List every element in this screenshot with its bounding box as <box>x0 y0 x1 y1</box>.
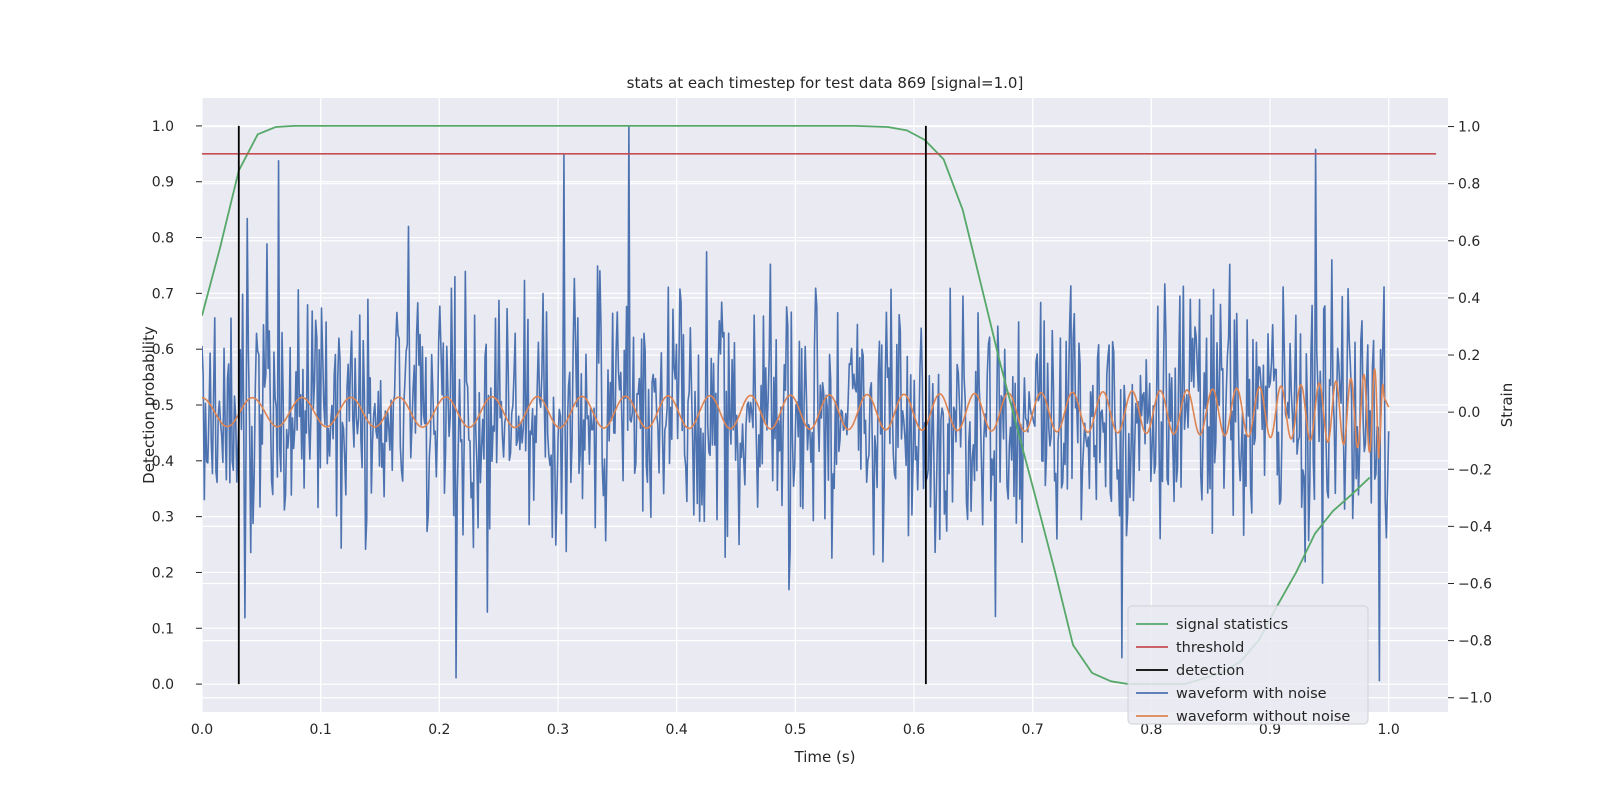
y-tick-label-left: 0.4 <box>152 454 174 470</box>
x-tick-label: 0.7 <box>1022 722 1044 738</box>
series-waveform-without-noise <box>202 368 1390 459</box>
y-tick-label-left: 0.6 <box>152 342 174 358</box>
x-tick-label: 0.1 <box>310 722 332 738</box>
y-tick-label-left: 0.0 <box>152 677 174 693</box>
x-tick-label: 0.0 <box>191 722 213 738</box>
x-tick-label: 1.0 <box>1378 722 1400 738</box>
x-tick-label: 0.8 <box>1140 722 1162 738</box>
y-tick-label-left: 0.5 <box>152 398 174 414</box>
y-tick-label-right: −1.0 <box>1458 691 1492 707</box>
y-tick-label-left: 0.3 <box>152 510 174 526</box>
y-axis-label-left: Detection probability <box>140 326 158 484</box>
y-tick-label-right: −0.4 <box>1458 519 1492 535</box>
legend-box <box>1127 605 1369 725</box>
y-tick-label-left: 1.0 <box>152 119 174 135</box>
x-tick-label: 0.5 <box>784 722 806 738</box>
chart-title: stats at each timestep for test data 869… <box>627 74 1024 92</box>
y-tick-label-right: 0.4 <box>1458 291 1480 307</box>
ticks: 0.0 0.1 0.2 0.3 0.4 0.5 0.6 0.7 0.8 0.9 1.0 0.0 0.1 0… <box>152 119 1492 738</box>
legend: signal statistics threshold detection wavef… <box>1127 605 1369 725</box>
legend-label: waveform with noise <box>1176 686 1327 702</box>
y-tick-label-left: 0.7 <box>152 286 174 302</box>
y-tick-label-left: 0.2 <box>152 565 174 581</box>
legend-label: signal statistics <box>1176 617 1288 633</box>
y-tick-label-right: 0.6 <box>1458 234 1480 250</box>
y-tick-label-right: −0.2 <box>1458 462 1492 478</box>
x-axis-label: Time (s) <box>794 748 856 766</box>
y-tick-label-right: 1.0 <box>1458 120 1480 136</box>
y-tick-label-right: 0.0 <box>1458 405 1480 421</box>
x-tick-label: 0.2 <box>428 722 450 738</box>
x-tick-label: 0.6 <box>903 722 925 738</box>
legend-label: threshold <box>1176 640 1244 656</box>
y-tick-label-left: 0.8 <box>152 231 174 247</box>
x-tick-label: 0.4 <box>666 722 688 738</box>
y-tick-label-right: −0.8 <box>1458 634 1492 650</box>
x-tick-label: 0.3 <box>547 722 569 738</box>
y-axis-label-right: Strain <box>1498 383 1516 427</box>
y-tick-label-right: 0.2 <box>1458 348 1480 364</box>
y-tick-label-right: 0.8 <box>1458 177 1480 193</box>
y-tick-label-left: 0.1 <box>152 621 174 637</box>
legend-label: detection <box>1176 663 1244 679</box>
x-tick-label: 0.9 <box>1259 722 1281 738</box>
series-waveform-with-noise <box>202 125 1390 682</box>
y-tick-label-right: −0.6 <box>1458 576 1492 592</box>
legend-label: waveform without noise <box>1176 709 1350 725</box>
y-tick-label-left: 0.9 <box>152 175 174 191</box>
